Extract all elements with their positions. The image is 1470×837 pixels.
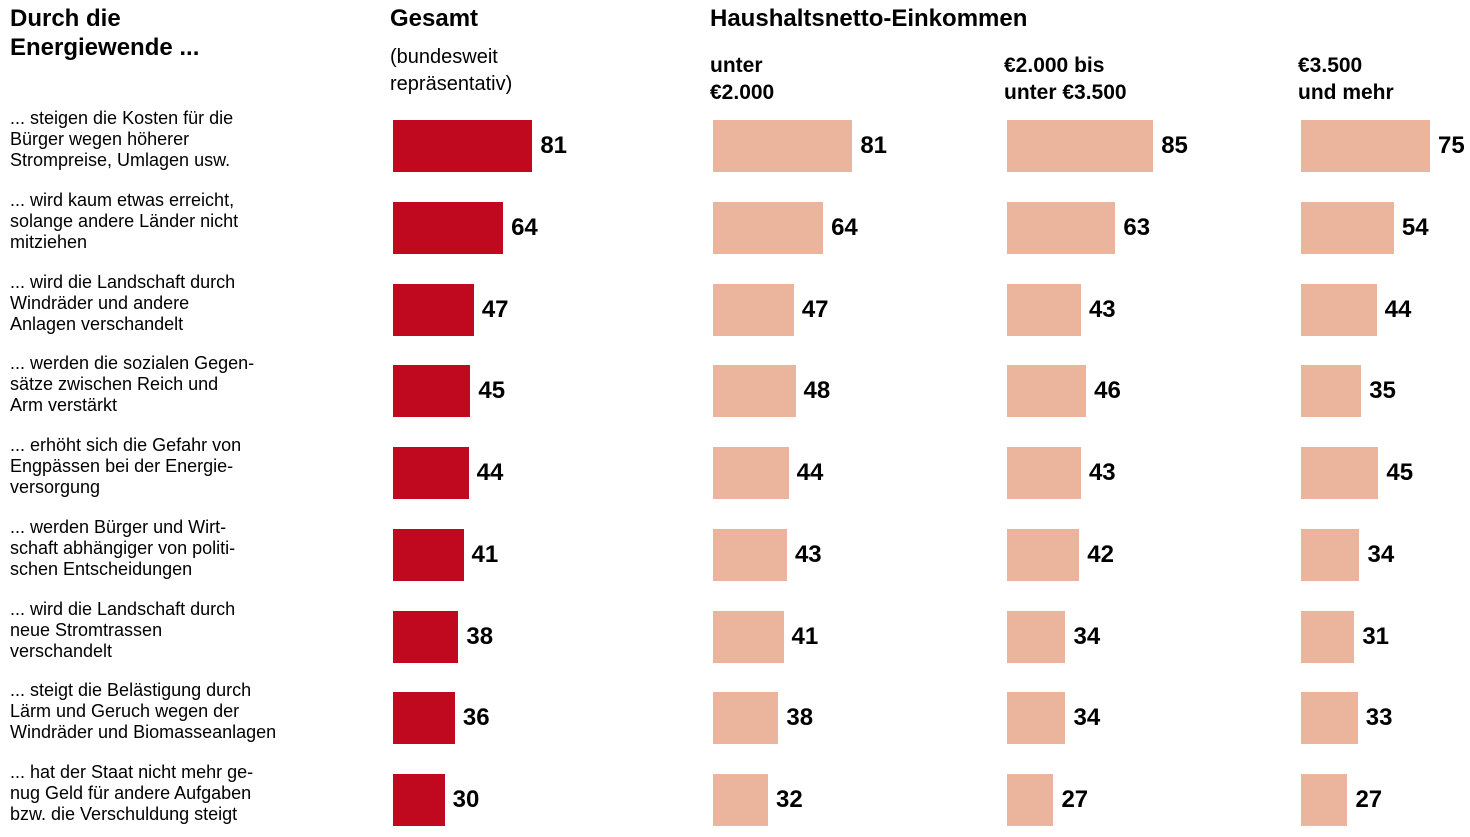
value-label: 30	[452, 786, 480, 813]
category-label: ... wird die Landschaft durch Windräder …	[10, 271, 236, 334]
value-label: 64	[831, 213, 858, 241]
bar	[1301, 692, 1358, 745]
value-label: 41	[791, 622, 819, 650]
bar	[713, 201, 824, 254]
bar	[1007, 447, 1081, 499]
series-name: €3.500 und mehr	[1298, 54, 1394, 104]
bar	[1301, 610, 1355, 663]
value-label: 43	[1088, 459, 1116, 486]
value-label: 75	[1438, 132, 1465, 159]
bar	[1301, 528, 1360, 581]
bar	[393, 692, 455, 745]
category-label: ... werden Bürger und Wirt- schaft abhän…	[10, 516, 236, 579]
value-label: 43	[1088, 295, 1116, 323]
bar	[393, 610, 459, 663]
series-name: Gesamt	[390, 5, 479, 32]
value-label: 45	[478, 377, 506, 405]
bar	[713, 774, 769, 826]
value-label: 47	[481, 295, 509, 323]
bar	[393, 283, 474, 336]
group-title: Haushaltsnetto-Einkommen	[710, 5, 1028, 32]
value-label: 43	[794, 540, 822, 568]
value-label: 36	[462, 704, 490, 732]
value-label: 44	[1384, 295, 1412, 323]
value-label: 31	[1362, 622, 1390, 650]
category-label: ... wird kaum etwas erreicht, solange an…	[10, 189, 239, 252]
bar	[713, 610, 784, 663]
bar	[1007, 528, 1080, 581]
value-label: 81	[860, 132, 888, 159]
bar	[713, 528, 787, 581]
bar	[713, 120, 853, 172]
bar	[713, 283, 794, 336]
series-subtitle: (bundesweit repräsentativ)	[390, 46, 513, 95]
value-label: 48	[803, 377, 831, 405]
bar	[393, 774, 445, 826]
value-label: 45	[1386, 459, 1414, 486]
bar	[1007, 774, 1054, 826]
value-label: 81	[540, 132, 568, 159]
value-label: 27	[1355, 786, 1383, 813]
value-label: 64	[511, 213, 538, 241]
bar	[1301, 283, 1377, 336]
value-label: 27	[1061, 786, 1089, 813]
value-label: 34	[1073, 704, 1101, 732]
category-label: ... steigen die Kosten für die Bürger we…	[10, 108, 234, 170]
bar	[393, 447, 469, 499]
bar	[1007, 201, 1116, 254]
value-label: 34	[1367, 540, 1395, 568]
value-label: 33	[1365, 704, 1393, 732]
series-name: €2.000 bis unter €3.500	[1004, 54, 1127, 104]
category-label: ... hat der Staat nicht mehr ge- nug Gel…	[10, 762, 254, 824]
bar	[713, 447, 789, 499]
value-label: 54	[1401, 213, 1429, 241]
bar	[393, 528, 464, 581]
bar	[393, 365, 471, 418]
category-label: ... wird die Landschaft durch neue Strom…	[10, 598, 236, 661]
bar	[1301, 201, 1394, 254]
value-label: 63	[1123, 213, 1151, 241]
chart-title: Durch die Energiewende ...	[10, 5, 200, 61]
value-label: 42	[1087, 540, 1114, 568]
bar	[393, 120, 533, 172]
bar	[1007, 283, 1081, 336]
category-label: ... steigt die Belästigung durch Lärm un…	[10, 680, 277, 743]
category-label: ... erhöht sich die Gefahr von Engpässen…	[10, 435, 242, 497]
value-label: 35	[1369, 377, 1396, 405]
bar	[713, 692, 779, 745]
bar	[1007, 692, 1066, 745]
bar	[1301, 365, 1362, 418]
bar	[713, 365, 796, 418]
bar	[1007, 365, 1087, 418]
bar	[1007, 610, 1066, 663]
series-name: unter €2.000	[710, 54, 775, 104]
value-label: 41	[471, 540, 499, 568]
value-label: 44	[796, 459, 824, 486]
value-label: 34	[1073, 622, 1101, 650]
bar	[393, 201, 504, 254]
value-label: 85	[1161, 132, 1188, 159]
value-label: 32	[776, 786, 803, 813]
value-label: 44	[476, 459, 504, 486]
bar	[1007, 120, 1154, 172]
value-label: 46	[1094, 377, 1121, 405]
bar	[1301, 774, 1348, 826]
value-label: 38	[466, 622, 494, 650]
bar	[1301, 120, 1430, 172]
value-label: 47	[801, 295, 829, 323]
value-label: 38	[786, 704, 814, 732]
bar	[1301, 447, 1379, 499]
category-label: ... werden die sozialen Gegen- sätze zwi…	[10, 353, 255, 416]
